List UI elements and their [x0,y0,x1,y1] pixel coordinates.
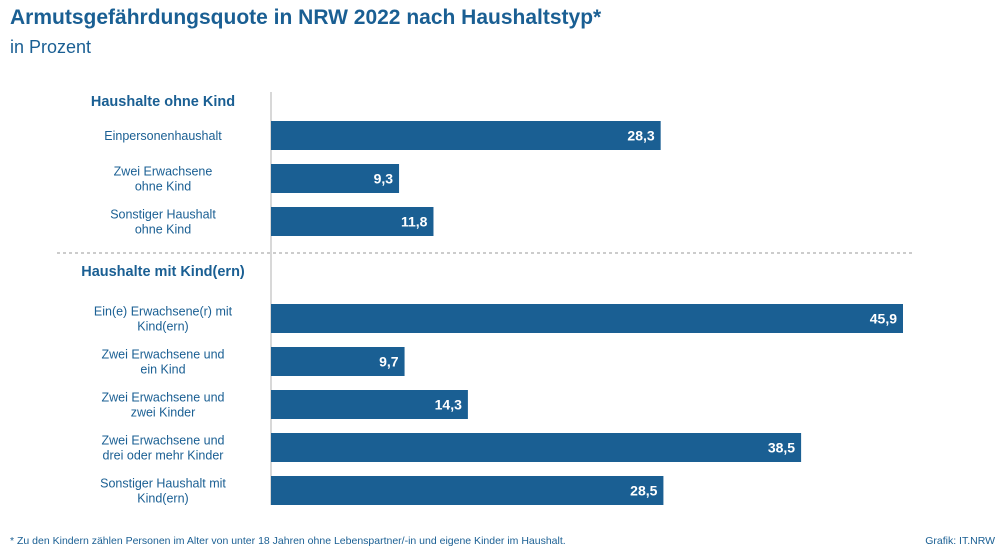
category-label: Sonstiger Haushalt mit [100,477,226,491]
category-label: Sonstiger Haushalt [110,208,216,222]
bar [271,433,802,462]
category-label: Zwei Erwachsene [114,165,213,179]
bar-value-label: 28,3 [627,128,654,144]
source-credit: Grafik: IT.NRW [925,535,995,547]
category-label: Ein(e) Erwachsene(r) mit [94,305,233,319]
category-label: ohne Kind [135,180,191,194]
bar-value-label: 11,8 [401,214,428,230]
bar-chart: Haushalte ohne Kind 28,3 Einpersonenhausha… [57,92,915,506]
bar-value-label: 38,5 [768,440,795,456]
bar [271,207,434,236]
footnote: * Zu den Kindern zählen Personen im Alte… [10,535,566,547]
category-label: ein Kind [140,363,185,377]
bar [271,390,468,419]
bar-value-label: 9,7 [379,354,399,370]
bar-value-label: 45,9 [870,311,897,327]
category-label: drei oder mehr Kinder [103,449,224,463]
chart-title: Armutsgefährdungsquote in NRW 2022 nach … [10,6,602,29]
category-label: Kind(ern) [137,492,188,506]
category-label: Zwei Erwachsene und [102,391,225,405]
category-label: Kind(ern) [137,320,188,334]
category-label: zwei Kinder [131,406,196,420]
group-header: Haushalte mit Kind(ern) [81,264,245,280]
bar-value-label: 28,5 [630,483,657,499]
bar [271,304,903,333]
category-label: Einpersonenhaushalt [104,129,222,143]
category-label: ohne Kind [135,223,191,237]
group-header: Haushalte ohne Kind [91,94,235,110]
chart-subtitle: in Prozent [10,37,92,57]
bar [271,121,661,150]
bar [271,164,400,193]
bar-value-label: 9,3 [374,171,394,187]
category-label: Zwei Erwachsene und [102,434,225,448]
bar [271,347,405,376]
bar [271,476,664,505]
bar-value-label: 14,3 [435,397,462,413]
category-label: Zwei Erwachsene und [102,348,225,362]
